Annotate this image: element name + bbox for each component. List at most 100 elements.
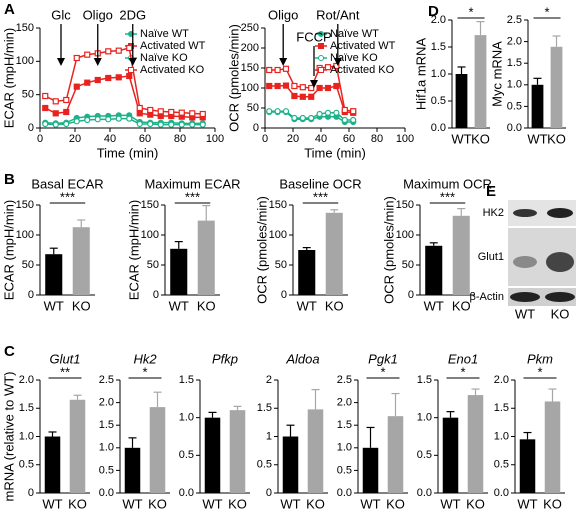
y-tick-label: 0.0 bbox=[507, 122, 522, 134]
x-tick-label: KO bbox=[471, 131, 490, 146]
x-tick-label: WT bbox=[44, 298, 64, 313]
chart-title: Maximum OCR bbox=[403, 176, 492, 191]
x-tick-label: WT bbox=[424, 298, 444, 313]
y-tick-label: 1.5 bbox=[19, 402, 34, 414]
x-tick-label: 80 bbox=[174, 133, 186, 145]
y-tick-label: 1.5 bbox=[417, 374, 432, 386]
y-tick-label: 50 bbox=[22, 259, 34, 271]
y-tick-label: 1.5 bbox=[494, 402, 509, 414]
series-line bbox=[45, 114, 203, 125]
significance-label: * bbox=[544, 4, 549, 19]
bar bbox=[229, 410, 246, 493]
bar bbox=[387, 416, 404, 493]
bar bbox=[452, 215, 470, 295]
annotation-label: Glc bbox=[51, 7, 71, 22]
data-point bbox=[63, 108, 70, 116]
y-tick-label: 1.5 bbox=[257, 402, 272, 414]
y-tick-label: 100 bbox=[16, 229, 34, 241]
x-tick-label: WT bbox=[527, 131, 547, 146]
y-tick-label: 1.0 bbox=[337, 442, 352, 454]
y-tick-label: 2.5 bbox=[99, 374, 114, 386]
y-axis-label: ECAR (mpH/min) bbox=[126, 200, 141, 300]
legend-label: Activated KO bbox=[140, 64, 205, 76]
bar bbox=[544, 401, 561, 493]
x-tick-label: WT bbox=[517, 496, 537, 511]
bar bbox=[519, 439, 536, 493]
y-tick-label: 100 bbox=[269, 229, 287, 241]
data-point bbox=[324, 109, 332, 116]
significance-label: *** bbox=[60, 189, 75, 204]
bar bbox=[282, 436, 299, 493]
data-point bbox=[266, 108, 273, 115]
y-axis-label: OCR (pmoles/min) bbox=[226, 24, 241, 132]
y-axis-label: ECAR (mpH/min) bbox=[1, 200, 16, 300]
arrow-head bbox=[128, 58, 137, 66]
y-tick-label: 0.5 bbox=[337, 464, 352, 476]
blot-band bbox=[547, 208, 573, 218]
y-tick-label: 0.0 bbox=[337, 487, 352, 499]
data-point bbox=[350, 116, 357, 124]
legend-label: Naïve WT bbox=[330, 28, 379, 40]
y-tick-label: 0 bbox=[153, 289, 159, 301]
y-tick-label: 0 bbox=[28, 487, 34, 499]
data-point bbox=[115, 47, 122, 54]
y-tick-label: 1.5 bbox=[507, 57, 522, 69]
panel-label: A bbox=[4, 1, 15, 18]
bar bbox=[69, 399, 86, 493]
data-point bbox=[42, 92, 49, 100]
bar bbox=[170, 248, 188, 295]
x-tick-label: 20 bbox=[287, 133, 299, 145]
y-tick-label: 1.0 bbox=[431, 68, 446, 80]
y-tick-label: 0 bbox=[28, 122, 34, 134]
y-tick-label: 1 bbox=[266, 430, 272, 442]
data-point bbox=[52, 121, 59, 128]
x-tick-label: WT bbox=[280, 496, 300, 511]
y-tick-label: 1.0 bbox=[19, 430, 34, 442]
data-point bbox=[94, 116, 101, 123]
series-line bbox=[45, 117, 203, 126]
panel-label: D bbox=[428, 3, 439, 20]
data-point bbox=[126, 115, 133, 122]
y-tick-label: 100 bbox=[141, 229, 159, 241]
x-tick-label: KO bbox=[547, 131, 566, 146]
bar bbox=[467, 395, 484, 493]
y-axis-label: ECAR (mpH/min) bbox=[1, 28, 16, 128]
y-tick-label: 150 bbox=[241, 62, 259, 74]
y-tick-label: 50 bbox=[22, 89, 34, 101]
legend-label: Naïve KO bbox=[140, 52, 188, 64]
bar bbox=[531, 84, 544, 128]
x-tick-label: KO bbox=[228, 496, 247, 511]
y-axis-label: Hif1a mRNA bbox=[413, 38, 428, 111]
y-tick-label: 2.0 bbox=[99, 397, 114, 409]
x-tick-label: KO bbox=[72, 298, 91, 313]
data-point bbox=[266, 66, 273, 74]
legend-label: Activated KO bbox=[330, 64, 395, 76]
x-tick-label: WT bbox=[451, 131, 471, 146]
y-tick-label: 0.5 bbox=[257, 459, 272, 471]
y-tick-label: 0.5 bbox=[417, 449, 432, 461]
y-tick-label: 0.5 bbox=[494, 459, 509, 471]
x-tick-label: WT bbox=[202, 496, 222, 511]
annotation-label: Oligo bbox=[83, 7, 113, 22]
data-point bbox=[324, 64, 332, 71]
x-tick-label: KO bbox=[197, 298, 216, 313]
y-tick-label: 2 bbox=[266, 374, 272, 386]
data-point bbox=[105, 116, 112, 123]
y-tick-label: 0.0 bbox=[417, 487, 432, 499]
blot-band bbox=[510, 292, 540, 302]
bar bbox=[425, 245, 443, 295]
bar bbox=[325, 212, 343, 295]
y-tick-label: 50 bbox=[247, 102, 259, 114]
legend-marker bbox=[128, 67, 134, 73]
data-point bbox=[333, 62, 340, 70]
y-tick-label: 50 bbox=[147, 259, 159, 271]
data-point bbox=[341, 106, 348, 114]
data-point bbox=[168, 108, 175, 116]
arrow-head bbox=[333, 58, 342, 66]
significance-label: * bbox=[460, 364, 465, 379]
legend-label: Activated WT bbox=[330, 40, 396, 52]
x-tick-label: KO bbox=[68, 496, 87, 511]
bar bbox=[149, 407, 166, 493]
bar bbox=[124, 447, 141, 493]
y-tick-label: 0 bbox=[408, 289, 414, 301]
